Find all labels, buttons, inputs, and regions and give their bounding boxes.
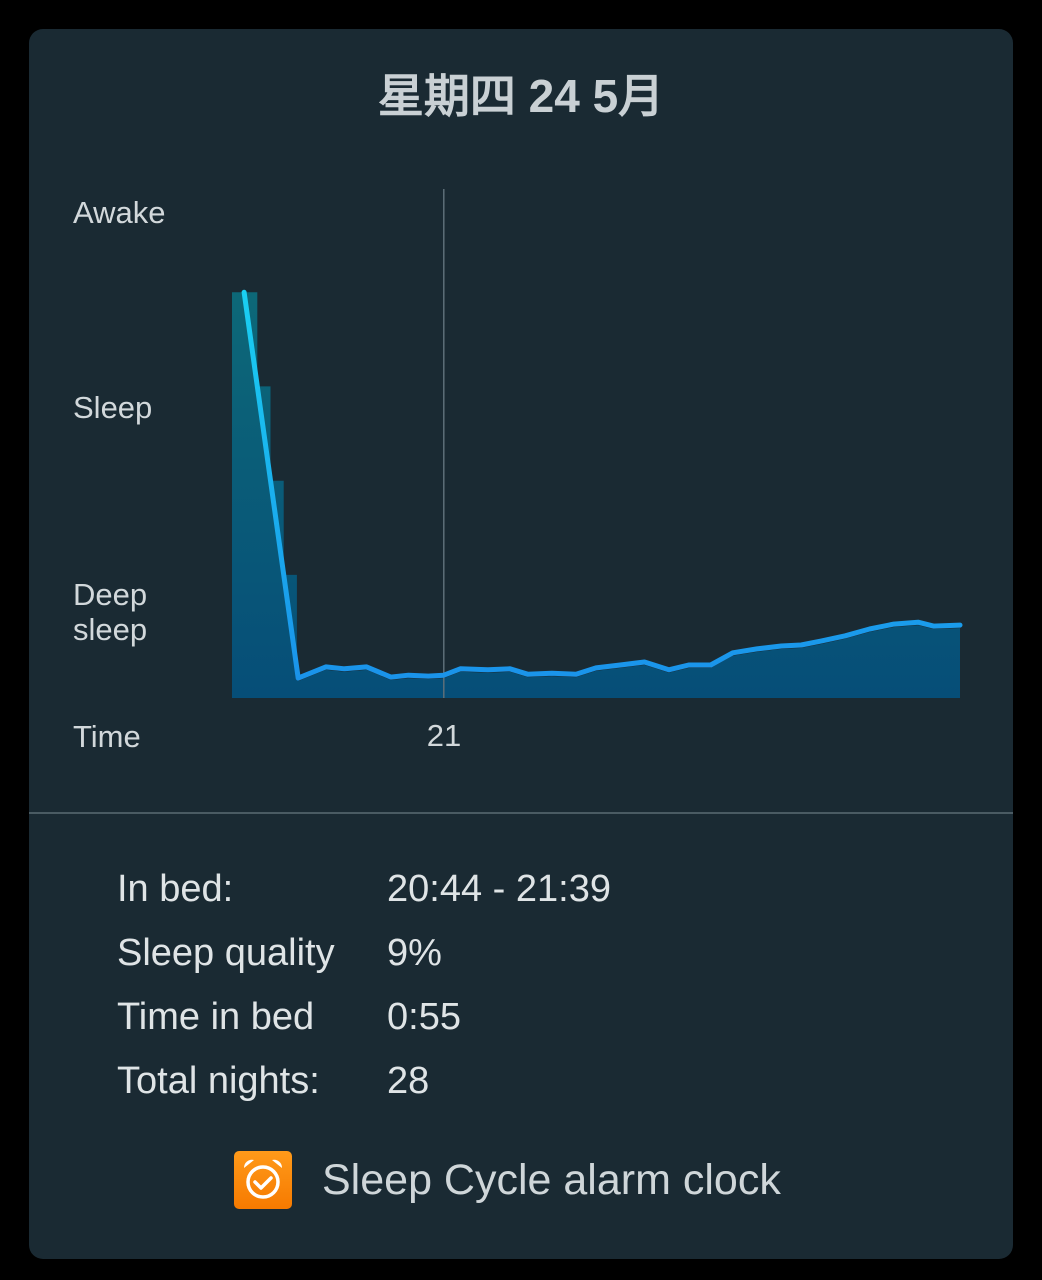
- y-label-deep-sleep: Deep sleep: [73, 577, 148, 647]
- stat-value: 9%: [387, 932, 442, 974]
- stat-value: 20:44 - 21:39: [387, 868, 611, 910]
- y-label-sleep: Sleep: [73, 390, 153, 425]
- stat-value: 28: [387, 1060, 430, 1102]
- sleep-area-fill: [232, 292, 960, 698]
- x-axis-label: Time: [73, 719, 141, 754]
- divider: [29, 812, 1013, 814]
- sleep-graph: [232, 189, 963, 698]
- stat-label: Sleep quality: [117, 932, 335, 974]
- date-title: 星期四 24 5月: [377, 70, 665, 122]
- stat-label: Time in bed: [117, 996, 315, 1038]
- stat-label: Total nights:: [117, 1060, 320, 1102]
- alarm-clock-check-icon: [234, 1151, 292, 1209]
- brand-name: Sleep Cycle alarm clock: [322, 1155, 781, 1204]
- sleep-line: [241, 289, 963, 681]
- x-tick-label: 21: [426, 718, 462, 753]
- sleep-cycle-brand[interactable]: Sleep Cycle alarm clock: [234, 1150, 781, 1210]
- y-label-awake: Awake: [73, 195, 166, 230]
- stat-label: In bed:: [117, 868, 234, 910]
- stat-value: 0:55: [387, 996, 461, 1038]
